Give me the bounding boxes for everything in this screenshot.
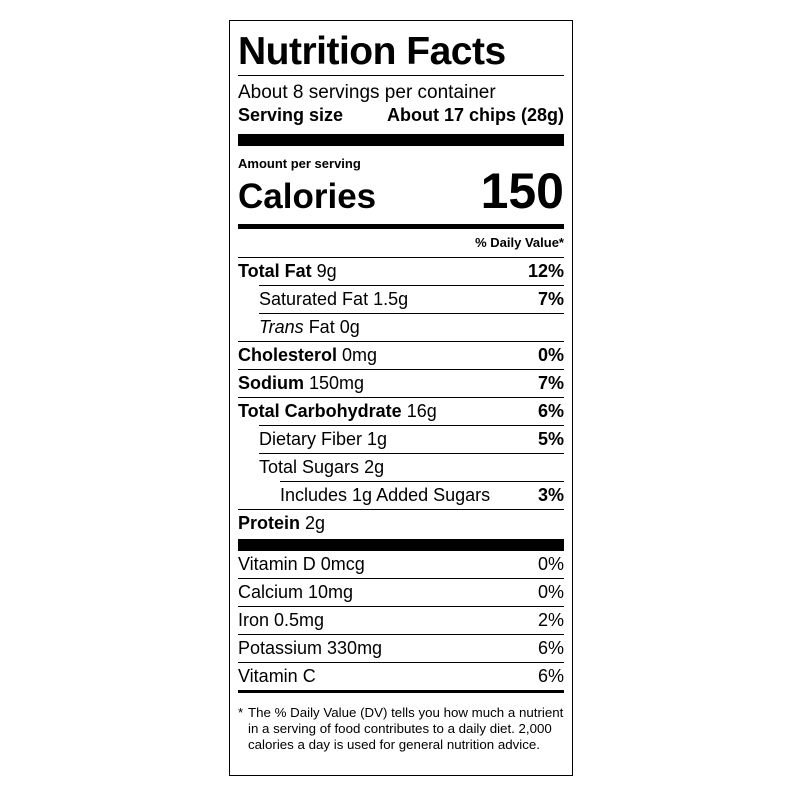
footnote-mark: *	[238, 705, 244, 720]
nutrient-row: Total Fat 9g 12%	[238, 257, 564, 285]
vitamin-dv: 0%	[537, 582, 564, 602]
nutrient-name: Total Carbohydrate	[238, 401, 402, 421]
dv-header: % Daily Value*	[475, 235, 564, 250]
nutrient-name: Total Fat	[238, 261, 312, 281]
nutrient-dv: 7%	[537, 373, 564, 393]
nutrient: Total Sugars 2g	[259, 457, 384, 478]
vitamin-dv: 2%	[537, 610, 564, 630]
nutrient-dv: 7%	[537, 289, 564, 309]
vitamin-name: Vitamin D 0mcg	[238, 554, 365, 574]
nutrient-row: Cholesterol 0mg 0%	[238, 341, 564, 369]
nutrient-row: Trans Fat 0g	[259, 313, 564, 341]
nutrition-label: Nutrition Facts About 8 servings per con…	[229, 20, 573, 776]
divider	[238, 75, 564, 76]
nutrient: Trans Fat 0g	[259, 317, 360, 338]
amount-per-serving: Amount per serving	[238, 156, 361, 171]
serving-size: Serving size About 17 chips (28g)	[238, 104, 564, 126]
nutrient: Total Fat 9g	[238, 261, 337, 282]
vitamin-row: Vitamin C 6%	[238, 663, 564, 693]
serving-size-label: Serving size	[238, 105, 344, 125]
title: Nutrition Facts	[238, 30, 506, 73]
vitamin-dv: 6%	[537, 666, 564, 686]
nutrient-dv: 0%	[537, 345, 564, 365]
nutrient-name: Sodium	[238, 373, 304, 393]
nutrient-amount: 16g	[406, 401, 437, 421]
nutrient-amount: 1.5g	[373, 289, 409, 309]
vitamin-row: Vitamin D 0mcg 0%	[238, 551, 564, 579]
serving-size-value: About 17 chips (28g)	[386, 105, 564, 125]
nutrient-dv: 5%	[537, 429, 564, 449]
footnote-text: The % Daily Value (DV) tells you how muc…	[248, 705, 564, 752]
nutrient-name: Dietary Fiber	[259, 429, 363, 449]
nutrient-row: Total Sugars 2g	[259, 453, 564, 481]
nutrient-name: Protein	[238, 513, 301, 533]
nutrient-dv: 3%	[537, 485, 564, 505]
divider	[238, 134, 564, 146]
nutrient-amount: 150mg	[309, 373, 365, 393]
nutrients: Total Fat 9g 12% Saturated Fat 1.5g 7% Trans Fa…	[238, 257, 564, 537]
nutrient-name: Cholesterol	[238, 345, 338, 365]
divider	[238, 539, 564, 551]
nutrient: Total Carbohydrate 16g	[238, 401, 437, 422]
nutrient: Sodium 150mg	[238, 373, 364, 394]
nutrient-amount: 2g	[305, 513, 326, 533]
nutrient: Saturated Fat 1.5g	[259, 289, 408, 310]
nutrient-row: Sodium 150mg 7%	[238, 369, 564, 397]
nutrient: Dietary Fiber 1g	[259, 429, 387, 450]
nutrient: Includes 1g Added Sugars	[280, 485, 495, 506]
vitamin-name: Iron 0.5mg	[238, 610, 325, 630]
nutrient-name: Total Sugars	[259, 457, 360, 477]
calories-value: 150	[480, 163, 564, 219]
nutrient-row: Saturated Fat 1.5g 7%	[259, 285, 564, 313]
nutrient-prefix: Trans	[259, 317, 304, 337]
vitamin-name: Potassium 330mg	[238, 638, 383, 658]
nutrient-amount: 9g	[316, 261, 337, 281]
nutrient-name: Saturated Fat	[259, 289, 369, 309]
vitamin-dv: 0%	[537, 554, 564, 574]
vitamin-name: Vitamin C	[238, 666, 316, 686]
nutrient-row: Dietary Fiber 1g 5%	[259, 425, 564, 453]
nutrient-amount: 1g	[367, 429, 388, 449]
nutrient-row: Protein 2g	[238, 509, 564, 537]
calories-label: Calories	[238, 177, 377, 216]
vitamin-row: Calcium 10mg 0%	[238, 579, 564, 607]
nutrient-dv: 12%	[527, 261, 564, 281]
nutrient-amount: 2g	[364, 457, 385, 477]
nutrient-dv: 6%	[537, 401, 564, 421]
servings: About 8 servings per container	[238, 82, 496, 103]
vitamin-name: Calcium 10mg	[238, 582, 354, 602]
calories: Calories 150	[238, 163, 564, 220]
nutrient-name: Includes 1g Added Sugars	[280, 485, 491, 505]
vitamin-dv: 6%	[537, 638, 564, 658]
nutrient-name: Fat	[308, 317, 335, 337]
nutrient: Cholesterol 0mg	[238, 345, 377, 366]
nutrient-row: Total Carbohydrate 16g 6%	[238, 397, 564, 425]
divider	[238, 224, 564, 229]
nutrient-amount: 0g	[339, 317, 360, 337]
nutrient: Protein 2g	[238, 513, 325, 534]
footnote: * The % Daily Value (DV) tells you how m…	[238, 705, 564, 753]
nutrient-amount: 0mg	[342, 345, 378, 365]
vitamin-row: Potassium 330mg 6%	[238, 635, 564, 663]
vitamin-row: Iron 0.5mg 2%	[238, 607, 564, 635]
vitamins: Vitamin D 0mcg 0% Calcium 10mg 0% Iron 0.5mg…	[238, 551, 564, 693]
nutrient-row: Includes 1g Added Sugars 3%	[280, 481, 564, 509]
